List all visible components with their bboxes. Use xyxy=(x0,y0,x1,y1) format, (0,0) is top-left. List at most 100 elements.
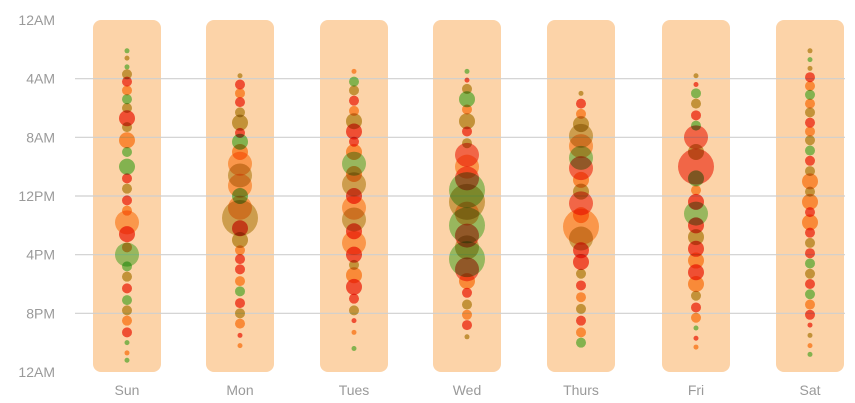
bubble-point xyxy=(688,276,704,292)
bubble-point xyxy=(119,158,135,175)
bubble-point xyxy=(805,72,815,83)
bubble-point xyxy=(688,170,704,187)
y-axis-time-labels: 12AM 4AM 8AM 12PM 4PM 8PM 12AM xyxy=(18,12,55,380)
bubble-point xyxy=(342,172,366,197)
bubble-point xyxy=(678,148,714,185)
x-tick-label-sun: Sun xyxy=(115,382,140,398)
bubble-point xyxy=(576,280,586,291)
bubble-point xyxy=(691,110,701,121)
bubble-point xyxy=(688,229,704,246)
bubble-point xyxy=(691,98,701,109)
bubble-point xyxy=(235,97,245,108)
bubble-point xyxy=(578,90,584,96)
bubble-point xyxy=(235,88,245,99)
bubble-point xyxy=(688,252,704,269)
bubble-point xyxy=(351,329,357,335)
bubble-point xyxy=(119,110,135,127)
bubble-point xyxy=(122,195,132,206)
bubble-point xyxy=(115,210,139,235)
bubble-point xyxy=(351,346,357,352)
bubble-point xyxy=(235,254,245,265)
bubble-point xyxy=(349,305,359,316)
x-tick-label-sat: Sat xyxy=(799,382,820,398)
bubble-point xyxy=(573,171,589,188)
bubble-point xyxy=(459,91,475,108)
bubble-point xyxy=(349,95,359,106)
bubble-point xyxy=(346,267,362,284)
bubble-point xyxy=(805,309,815,320)
bubble-point xyxy=(688,217,704,234)
bubble-point xyxy=(802,193,818,210)
bubble-point xyxy=(119,226,135,243)
bubble-point xyxy=(802,173,818,190)
bubble-point xyxy=(235,245,245,256)
bubble-point xyxy=(459,113,475,130)
bubble-point xyxy=(122,183,132,194)
bubble-point xyxy=(691,312,701,323)
bubble-point xyxy=(688,264,704,281)
bubble-point xyxy=(684,125,708,150)
bubble-point xyxy=(464,77,470,83)
bubble-point xyxy=(462,299,472,310)
bubble-point xyxy=(235,276,245,287)
bubble-point xyxy=(349,85,359,96)
y-tick-label: 8PM xyxy=(26,305,55,321)
bubble-point xyxy=(462,320,472,331)
bubble-point xyxy=(693,73,699,79)
bubble-point xyxy=(232,220,248,237)
bubble-point xyxy=(805,126,815,137)
bubble-point xyxy=(235,264,245,275)
bubble-point xyxy=(349,136,359,147)
x-tick-label-fri: Fri xyxy=(688,382,704,398)
bubble-point xyxy=(462,287,472,298)
bubble-point xyxy=(573,242,589,259)
bubble-point xyxy=(805,299,815,310)
bubble-point xyxy=(807,351,813,357)
bubble-point xyxy=(124,357,130,363)
bubble-point xyxy=(122,261,132,272)
y-tick-label: 12AM xyxy=(18,364,55,380)
bubble-point xyxy=(119,132,135,149)
bubble-point xyxy=(462,83,472,94)
bubble-point xyxy=(222,200,258,236)
bubble-point xyxy=(693,335,699,341)
hour-gridlines xyxy=(75,78,845,314)
bubble-point xyxy=(459,273,475,290)
bubble-point xyxy=(576,108,586,119)
bubble-point xyxy=(693,325,699,331)
bubble-point xyxy=(805,107,815,118)
bubble-point xyxy=(235,308,245,319)
bubble-point xyxy=(232,232,248,248)
bubble-point xyxy=(805,237,815,248)
bubble-point xyxy=(237,332,243,338)
bubble-point xyxy=(569,226,593,251)
bubble-point xyxy=(232,114,248,131)
bubble-point xyxy=(122,85,132,96)
bubble-point xyxy=(464,68,470,74)
bubble-point xyxy=(684,201,708,226)
bubble-point xyxy=(807,343,813,349)
bubble-point xyxy=(805,135,815,146)
bubble-point xyxy=(805,289,815,300)
bubble-point xyxy=(122,76,132,87)
bubble-point xyxy=(115,242,139,267)
y-tick-label: 12PM xyxy=(18,188,55,204)
bubble-point xyxy=(693,82,699,88)
bubble-point xyxy=(235,107,245,118)
bubble-point xyxy=(342,207,366,232)
bubble-point xyxy=(122,173,132,184)
bubble-point xyxy=(576,315,586,326)
bubble-point xyxy=(122,122,132,133)
y-tick-label: 4AM xyxy=(26,71,55,87)
bubble-point xyxy=(124,48,130,54)
bubble-point xyxy=(351,318,357,324)
bubble-point xyxy=(805,155,815,166)
bubble-point xyxy=(462,309,472,320)
bubble-point xyxy=(462,126,472,137)
bubble-point xyxy=(576,303,586,314)
bubble-point xyxy=(688,240,704,257)
bubble-point xyxy=(691,185,701,196)
bubble-point xyxy=(693,344,699,350)
bubble-point xyxy=(576,98,586,109)
